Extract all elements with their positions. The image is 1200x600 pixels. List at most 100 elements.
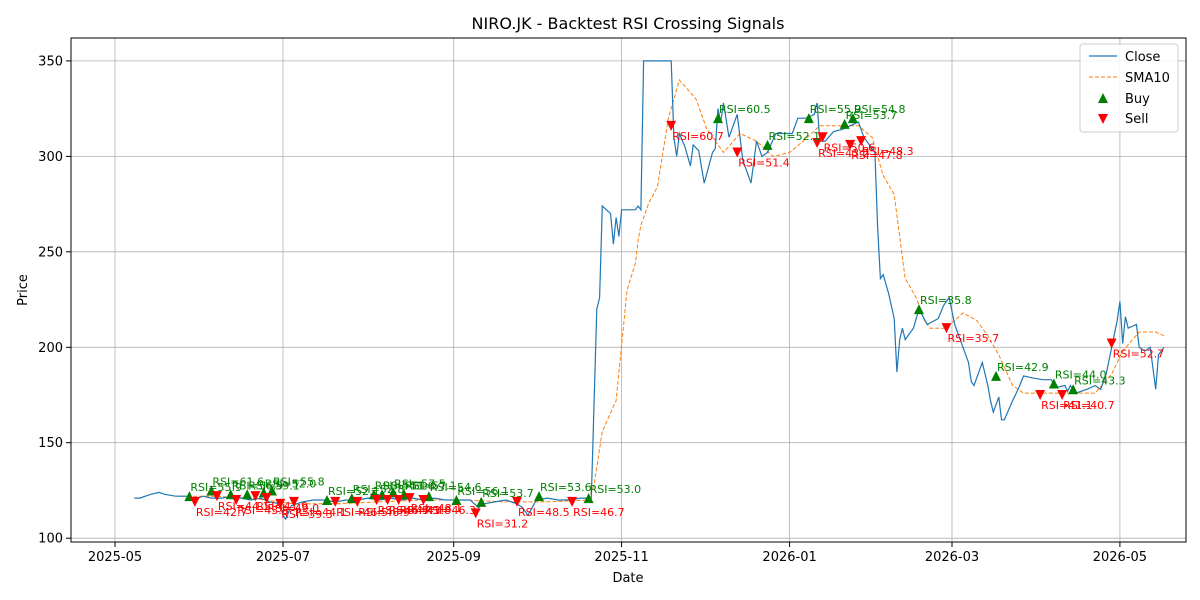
sell-marker — [371, 495, 382, 505]
sell-marker — [1057, 390, 1068, 400]
sell-marker — [512, 496, 522, 507]
signal-markers — [184, 113, 1117, 519]
buy-marker — [534, 491, 545, 502]
buy-marker — [803, 113, 814, 124]
buy-annotation: RSI=59.1 — [248, 479, 300, 492]
sell-marker — [393, 495, 404, 505]
x-tick-label: 2026-05 — [1093, 550, 1147, 565]
buy-annotation: RSI=56.9 — [232, 479, 284, 492]
buy-annotation: RSI=52.1 — [769, 130, 821, 143]
sell-marker — [845, 139, 856, 150]
sell-marker — [289, 496, 299, 507]
series-layer — [134, 60, 1165, 521]
legend-label-buy: Buy — [1125, 92, 1150, 107]
y-tick-label: 250 — [38, 245, 63, 260]
buy-marker — [1048, 378, 1059, 389]
buy-annotation: RSI=42.9 — [997, 361, 1049, 374]
buy-annotation: RSI=55.9 — [810, 103, 862, 116]
sell-marker — [732, 147, 743, 158]
buy-annotation: RSI=35.8 — [920, 294, 972, 307]
sell-marker — [666, 120, 677, 131]
buy-annotation: RSI=44.0 — [1055, 369, 1107, 382]
buy-annotation: RSI=55.8 — [273, 476, 325, 489]
buy-annotation: RSI=55.9 — [190, 481, 242, 494]
sell-marker — [470, 508, 481, 519]
buy-annotation: RSI=43.3 — [1074, 374, 1126, 387]
x-tick-label: 2025-05 — [88, 550, 142, 565]
sell-marker — [231, 495, 242, 505]
buy-marker — [583, 493, 594, 504]
chart-title: NIRO.JK - Backtest RSI Crossing Signals — [472, 14, 785, 33]
sell-annotation: RSI=48.9 — [358, 506, 410, 519]
buy-annotation: RSI=54.6 — [430, 481, 482, 494]
buy-annotation: RSI=51.6 — [383, 479, 435, 492]
buy-marker — [388, 487, 399, 498]
buy-annotation: RSI=53.7 — [482, 487, 534, 500]
sell-annotation: RSI=39.3 — [281, 508, 333, 521]
sell-marker — [856, 136, 867, 147]
sell-annotation: RSI=49.0 — [268, 502, 320, 515]
sell-annotation: RSI=35.7 — [948, 332, 1000, 345]
buy-annotation: RSI=52.0 — [265, 477, 317, 490]
sell-annotation: RSI=41.9 — [257, 500, 309, 513]
x-tick-label: 2026-01 — [762, 550, 816, 565]
sell-annotation: RSI=43.8 — [400, 504, 452, 517]
sell-annotation: RSI=47.1 — [389, 504, 441, 517]
legend-swatch-sell — [1098, 114, 1108, 124]
y-axis-title: Price — [16, 274, 31, 306]
buy-marker — [242, 489, 253, 500]
sell-annotation: RSI=50.6 — [824, 141, 876, 154]
sell-annotation: RSI=46.3 — [424, 504, 476, 517]
buy-annotation: RSI=54.1 — [375, 479, 427, 492]
buy-annotation: RSI=52.8 — [353, 483, 405, 496]
legend-swatch-buy — [1098, 93, 1108, 103]
buy-annotation: RSI=54.8 — [854, 103, 906, 116]
sell-marker — [275, 498, 286, 509]
buy-marker — [913, 304, 924, 315]
sell-annotation: RSI=31.2 — [477, 517, 529, 530]
plot-area — [71, 38, 1186, 542]
sell-annotation: RSI=41.1 — [1041, 399, 1093, 412]
sell-marker — [261, 493, 272, 504]
buy-annotation: RSI=57.5 — [394, 477, 446, 490]
sell-annotation: RSI=60.7 — [672, 130, 724, 143]
legend-label-sell: Sell — [1125, 112, 1148, 127]
buy-annotation: RSI=53.0 — [590, 483, 642, 496]
sell-marker — [211, 491, 222, 502]
sell-annotation: RSI=48.5 — [518, 506, 570, 519]
sell-annotation: RSI=46.5 — [378, 504, 430, 517]
plot-frame — [70, 37, 1187, 543]
sell-marker — [1106, 338, 1117, 349]
buy-annotation: RSI=53.6 — [540, 481, 592, 494]
y-tick-label: 150 — [38, 436, 63, 451]
sell-marker — [941, 323, 952, 334]
sell-annotation: RSI=47.8 — [851, 149, 903, 162]
sell-annotation: RSI=40.7 — [1063, 399, 1115, 412]
sell-marker — [812, 138, 823, 148]
x-tick-label: 2026-03 — [925, 550, 979, 565]
sell-marker — [567, 496, 578, 507]
sell-marker — [817, 132, 828, 143]
buy-marker — [451, 495, 462, 505]
buy-marker — [266, 485, 277, 496]
y-tick-label: 200 — [38, 341, 63, 356]
sell-marker — [250, 491, 261, 502]
sell-annotation: RSI=43.8 — [237, 504, 289, 517]
sell-marker — [352, 496, 363, 507]
y-axis-ticks: 100 150 200 250 300 350 — [38, 54, 71, 547]
buy-marker — [839, 118, 850, 129]
legend: Close SMA10 Buy Sell — [1079, 43, 1179, 133]
x-axis-title: Date — [612, 571, 643, 586]
sell-marker — [1035, 390, 1046, 400]
grid-lines — [71, 38, 1186, 542]
sell-annotation: RSI=46.7 — [573, 506, 625, 519]
y-tick-label: 350 — [38, 54, 63, 69]
sell-annotation: RSI=48.3 — [862, 145, 914, 158]
buy-marker — [762, 139, 773, 150]
sell-annotation: RSI=46.5 — [336, 506, 388, 519]
buy-marker — [847, 113, 858, 124]
buy-annotation: RSI=57.1 — [405, 479, 457, 492]
sell-annotation: RSI=51.4 — [738, 157, 790, 170]
sell-annotation: RSI=52.7 — [1113, 348, 1165, 361]
